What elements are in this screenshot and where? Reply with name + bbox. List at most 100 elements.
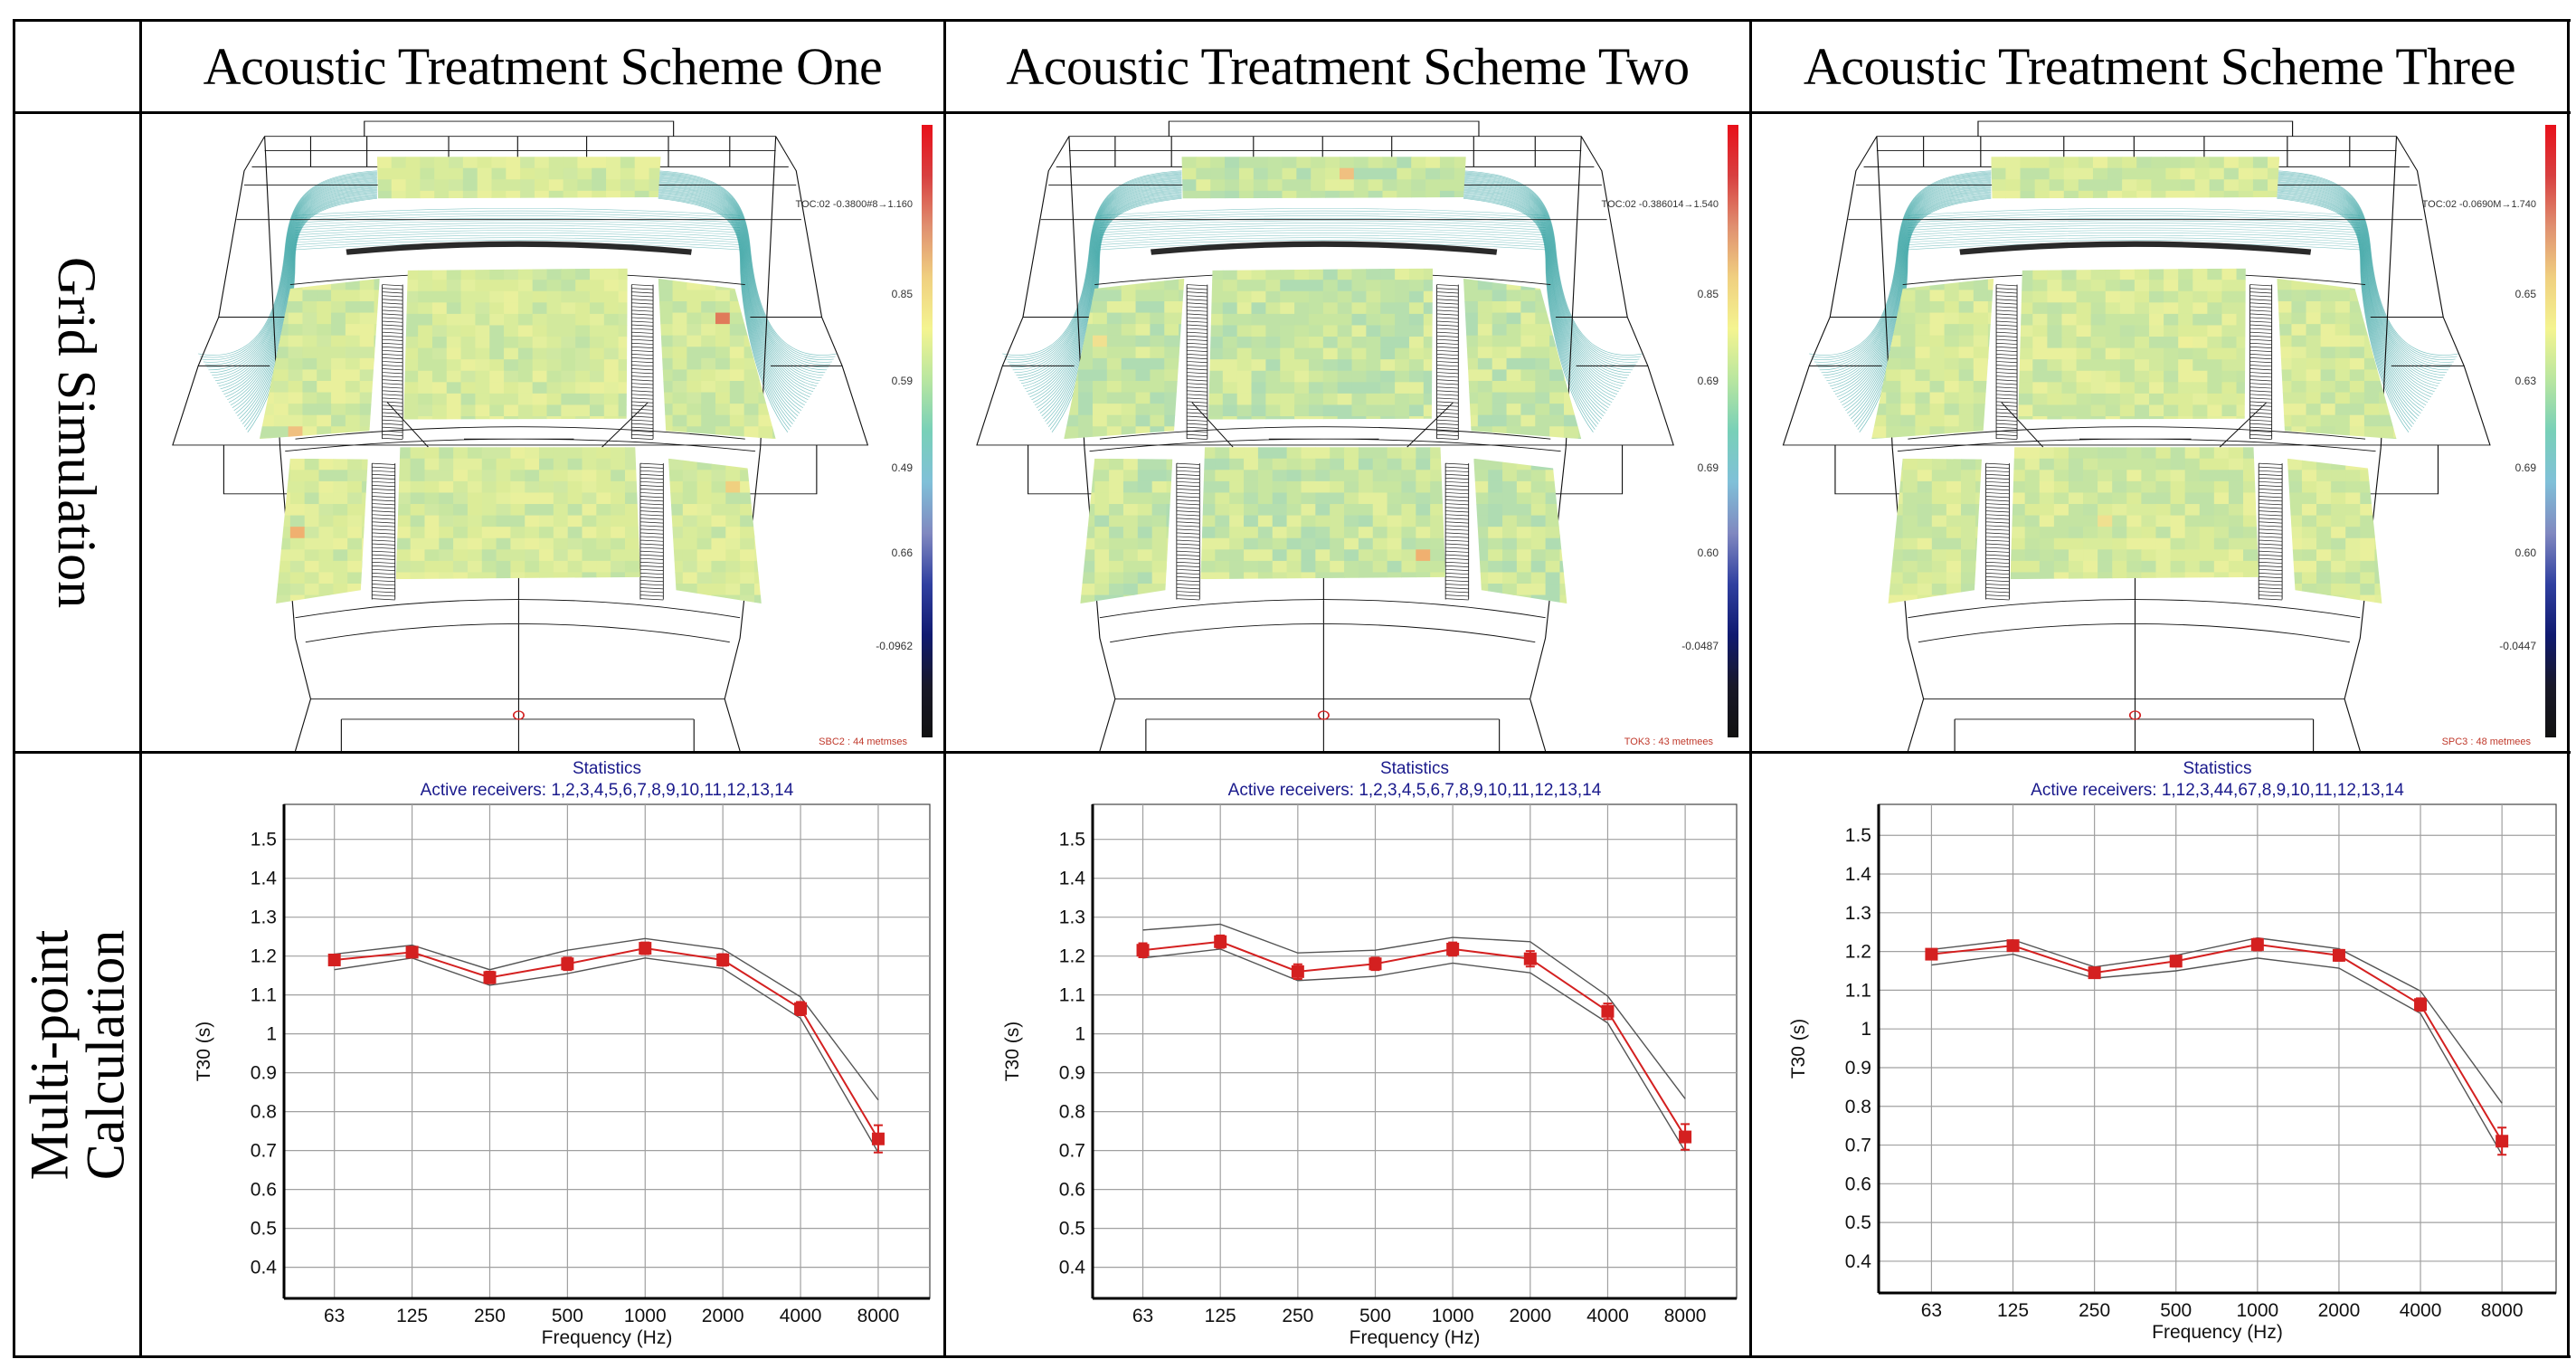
heatmap-cell bbox=[2306, 290, 2322, 302]
heatmap-cell bbox=[2126, 527, 2142, 539]
heatmap-cell bbox=[2112, 458, 2127, 470]
heatmap-cell bbox=[273, 404, 289, 416]
heatmap-cell bbox=[1888, 537, 1904, 550]
heatmap-cell bbox=[2199, 504, 2215, 517]
heatmap-cell bbox=[1150, 414, 1165, 427]
heatmap-cell bbox=[682, 549, 698, 562]
heatmap-cell bbox=[539, 504, 554, 517]
heatmap-cell bbox=[2221, 393, 2238, 405]
heatmap-cell bbox=[1109, 584, 1124, 596]
heatmap-cell bbox=[1344, 549, 1359, 562]
sound-source-marker bbox=[512, 710, 525, 720]
heatmap-cell bbox=[668, 470, 684, 482]
heatmap-cell bbox=[1150, 426, 1165, 439]
heatmap-cell bbox=[1423, 325, 1434, 337]
heatmap-cell bbox=[1944, 392, 1960, 404]
heatmap-cell bbox=[1092, 300, 1108, 313]
heatmap-cell bbox=[453, 549, 469, 562]
heatmap-cell bbox=[1545, 470, 1561, 482]
heatmap-cell bbox=[2316, 537, 2332, 550]
heatmap-cell bbox=[304, 492, 320, 505]
heatmap-cell bbox=[658, 278, 674, 290]
heatmap-cell bbox=[1092, 347, 1108, 359]
heatmap-cell bbox=[1395, 347, 1410, 360]
heatmap-cell bbox=[2047, 359, 2063, 372]
heatmap-cell bbox=[1387, 527, 1403, 539]
heatmap-cell bbox=[1137, 470, 1153, 482]
heatmap-cell bbox=[611, 504, 626, 517]
heatmap-cell bbox=[302, 404, 317, 416]
ray-path-line bbox=[1463, 184, 1619, 393]
heatmap-cell bbox=[1215, 504, 1230, 517]
heatmap-cell bbox=[418, 416, 433, 420]
heatmap-cell bbox=[743, 392, 760, 404]
heatmap-cell bbox=[589, 347, 605, 360]
heatmap-cell bbox=[2049, 157, 2065, 169]
heatmap-cell bbox=[1917, 594, 1933, 604]
heatmap-cell bbox=[1902, 458, 1918, 470]
heatmap-cell bbox=[1902, 470, 1918, 482]
heatmap-cell bbox=[2018, 302, 2033, 315]
heatmap-cell bbox=[374, 357, 380, 370]
y-tick-label: 1.5 bbox=[251, 830, 277, 851]
heatmap-cell bbox=[331, 380, 346, 393]
heatmap-cell bbox=[561, 280, 576, 292]
ray-path-line bbox=[214, 180, 377, 382]
ray-path-line bbox=[1033, 187, 1182, 404]
heatmap-cell bbox=[696, 572, 713, 584]
heatmap-cell bbox=[1492, 324, 1508, 337]
heatmap-cell bbox=[658, 335, 674, 347]
heatmap-cell bbox=[359, 312, 375, 325]
heatmap-cell bbox=[2141, 537, 2157, 550]
heatmap-cell bbox=[525, 527, 540, 539]
heatmap-cell bbox=[1871, 437, 1887, 440]
heatmap-cell bbox=[288, 426, 303, 439]
heatmap-cell bbox=[1387, 480, 1403, 493]
y-tick-label: 0.4 bbox=[1059, 1258, 1086, 1278]
heatmap-cell bbox=[2018, 370, 2033, 383]
heatmap-cell bbox=[1423, 416, 1434, 420]
audience-heatmap-region bbox=[376, 157, 661, 199]
heatmap-cell bbox=[1344, 458, 1359, 470]
ray-path-line bbox=[295, 234, 741, 243]
heatmap-cell bbox=[668, 515, 684, 527]
ray-path-line bbox=[295, 220, 741, 229]
heatmap-cell bbox=[467, 470, 483, 482]
heatmap-cell bbox=[446, 347, 462, 360]
ray-path-line bbox=[1026, 184, 1182, 393]
heatmap-cell bbox=[1960, 480, 1976, 493]
heatmap-cell bbox=[1960, 492, 1976, 505]
heatmap-cell bbox=[1958, 404, 1975, 416]
heatmap-cell bbox=[302, 414, 317, 427]
heatmap-cell bbox=[658, 392, 674, 404]
heatmap-cell bbox=[1265, 393, 1281, 405]
heatmap-cell bbox=[2039, 549, 2055, 562]
heatmap-cell bbox=[460, 347, 476, 360]
heatmap-cell bbox=[2032, 268, 2048, 280]
heatmap-cell bbox=[1272, 480, 1288, 493]
heatmap-cell bbox=[711, 594, 726, 604]
heatmap-cell bbox=[696, 458, 713, 470]
heatmap-cell bbox=[701, 437, 716, 440]
heatmap-cell bbox=[596, 560, 611, 573]
heatmap-cell bbox=[1200, 480, 1216, 493]
heatmap-cell bbox=[1488, 584, 1503, 596]
heatmap-cell bbox=[467, 515, 483, 527]
heatmap-cell bbox=[1109, 537, 1124, 550]
heatmap-cell bbox=[1559, 515, 1567, 527]
data-point-marker bbox=[483, 971, 497, 984]
heatmap-cell bbox=[577, 157, 592, 169]
seating-stair-hatching bbox=[1985, 462, 2010, 601]
ray-path-line bbox=[1463, 183, 1621, 390]
heatmap-cell bbox=[510, 492, 526, 505]
heatmap-cell bbox=[361, 594, 368, 604]
heatmap-cell bbox=[649, 167, 661, 180]
heatmap-cell bbox=[1253, 179, 1269, 192]
heatmap-cell bbox=[1931, 458, 1947, 470]
heatmap-cell bbox=[2098, 537, 2113, 550]
heatmap-cell bbox=[1520, 300, 1536, 313]
heatmap-cell bbox=[2349, 335, 2365, 347]
heatmap-cell bbox=[1492, 335, 1508, 347]
heatmap-cell bbox=[1502, 594, 1518, 604]
heatmap-cell bbox=[2301, 584, 2317, 596]
